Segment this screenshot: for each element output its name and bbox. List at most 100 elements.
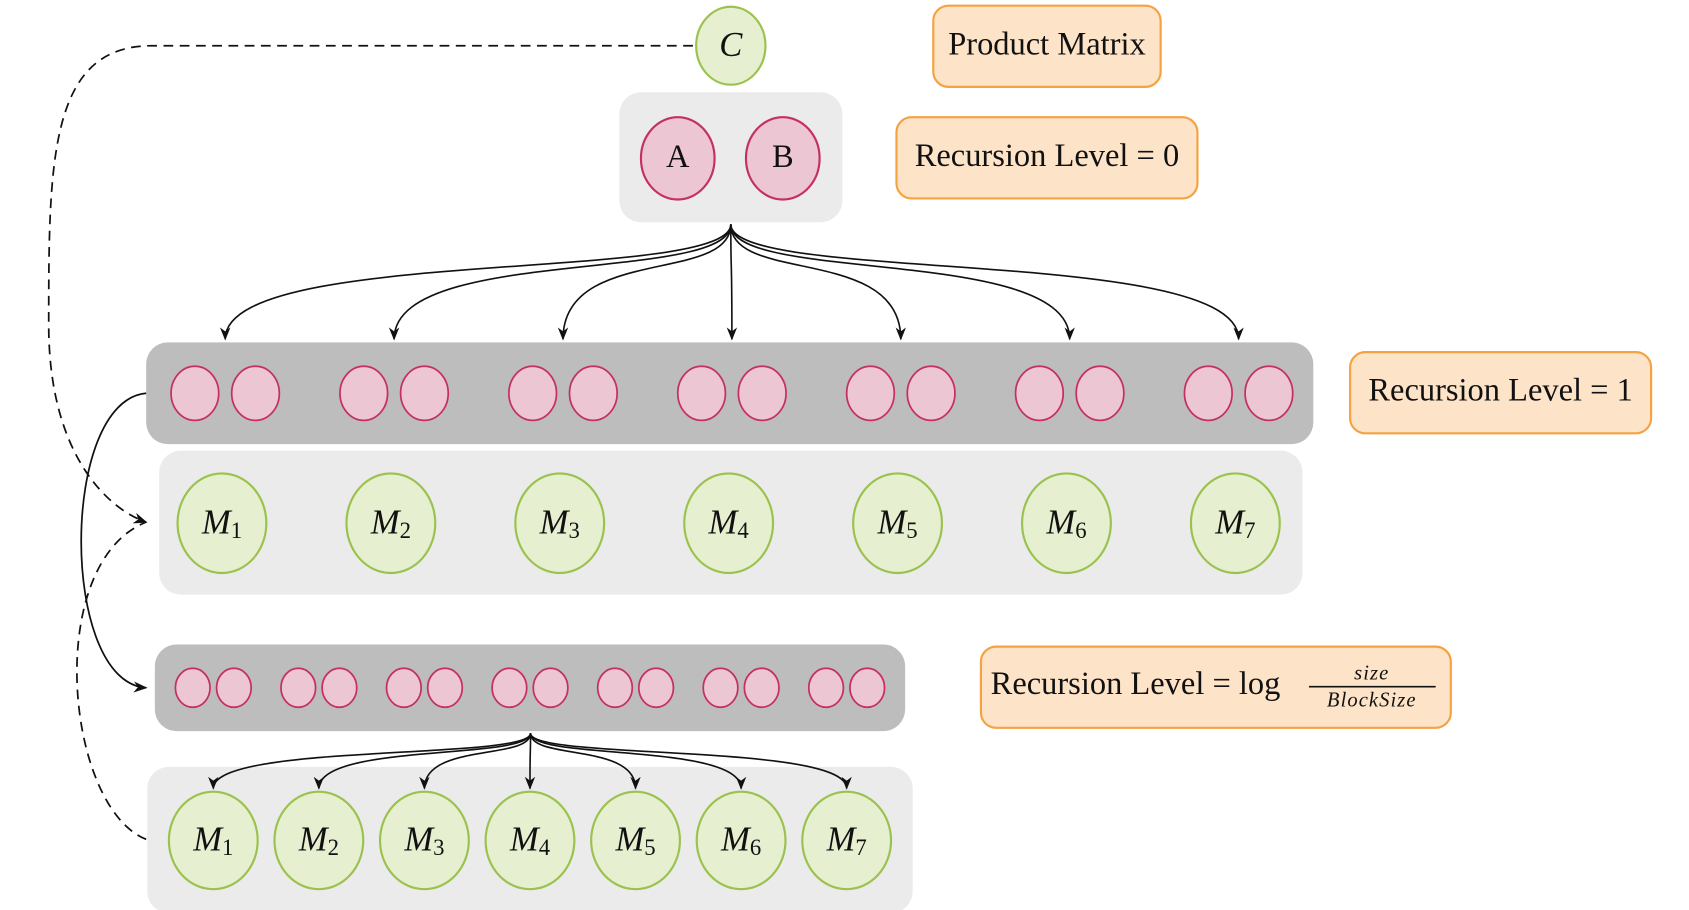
split-arrow — [208, 732, 532, 790]
product-label: M4 — [509, 821, 550, 861]
input-node — [744, 116, 821, 201]
split-arrow — [220, 224, 732, 341]
sub-matrix — [532, 667, 569, 709]
product-label: C — [719, 26, 743, 64]
label-box — [895, 116, 1199, 200]
level1-bar — [146, 342, 1314, 445]
product-label: M2 — [298, 821, 339, 861]
split-arrow — [529, 732, 747, 790]
product-base: M — [192, 821, 224, 859]
label-box — [979, 645, 1452, 729]
product-sub: 1 — [222, 835, 233, 860]
product-sub: 7 — [855, 835, 866, 860]
fraction-numerator: size — [1354, 663, 1389, 685]
split-arrow — [419, 733, 532, 790]
sub-matrix — [596, 667, 634, 709]
product-node — [683, 472, 775, 575]
product-base: M — [403, 821, 435, 859]
fraction-denominator: BlockSize — [1327, 690, 1417, 712]
product-node — [484, 790, 576, 891]
product-base: M — [509, 821, 541, 859]
sub-matrix — [507, 365, 558, 422]
product-base: M — [539, 503, 571, 541]
product-node — [176, 472, 268, 575]
product-sub: 4 — [737, 518, 748, 543]
product-sub: 1 — [231, 518, 242, 543]
sub-matrix — [702, 667, 739, 709]
sub-matrix — [737, 365, 787, 422]
product-label: M2 — [370, 503, 411, 543]
product-base: M — [298, 821, 330, 859]
recursion-arrow — [80, 392, 148, 693]
sub-matrix — [280, 667, 317, 709]
return-arrow — [47, 44, 693, 524]
product-sub: 3 — [433, 835, 444, 860]
level-log-label: Recursion Level = log — [991, 666, 1281, 702]
product-node — [695, 5, 767, 86]
sub-matrix — [743, 667, 780, 709]
product-node — [1020, 472, 1112, 575]
product-base: M — [826, 821, 858, 859]
product-sub: 3 — [568, 518, 579, 543]
sub-matrix — [321, 667, 358, 709]
sub-matrix — [676, 365, 727, 422]
product-sub: 4 — [539, 835, 550, 860]
product-label: M7 — [826, 821, 867, 861]
split-arrow — [524, 733, 536, 790]
product-node — [273, 790, 365, 891]
sub-matrix — [1244, 365, 1294, 422]
product-sub: 5 — [644, 835, 655, 860]
split-arrow — [730, 224, 906, 341]
product-node — [695, 790, 787, 891]
product-label: M5 — [876, 503, 917, 543]
split-arrow — [313, 732, 532, 790]
split-arrow — [726, 224, 738, 341]
level0-label: Recursion Level = 0 — [915, 138, 1179, 174]
product-node — [167, 790, 259, 891]
product-label: M6 — [720, 821, 761, 861]
product-base: M — [614, 821, 646, 859]
sub-matrix — [1183, 365, 1233, 422]
sub-matrix — [849, 667, 886, 709]
product-node — [514, 472, 606, 575]
product-label: M6 — [1045, 503, 1086, 543]
label-box — [1349, 351, 1653, 435]
product-node — [852, 472, 944, 575]
split-arrow — [730, 224, 1244, 341]
sub-matrix — [174, 667, 211, 709]
sub-matrix — [637, 667, 675, 709]
product-sub: 6 — [750, 835, 761, 860]
product-label: M5 — [614, 821, 655, 861]
sub-matrix — [1014, 365, 1065, 422]
sub-matrix — [215, 667, 253, 709]
product-label: M4 — [708, 503, 749, 543]
split-arrow — [529, 732, 852, 790]
product-sub: 2 — [400, 518, 411, 543]
product-node — [801, 790, 893, 891]
sub-matrix — [170, 365, 220, 422]
product-base: M — [876, 503, 908, 541]
product-sub: 5 — [906, 518, 917, 543]
product-label: M1 — [192, 821, 233, 861]
leaf-bar — [154, 644, 906, 732]
return-arrow — [76, 521, 147, 841]
product-base: M — [370, 503, 402, 541]
sub-matrix — [845, 365, 896, 422]
product-label: M7 — [1214, 503, 1255, 543]
product-matrix-label: Product Matrix — [948, 26, 1145, 62]
product-label: M3 — [539, 503, 580, 543]
sub-matrix — [491, 667, 528, 709]
sub-matrix — [568, 365, 619, 422]
product-sub: 6 — [1075, 518, 1086, 543]
sub-matrix — [385, 667, 423, 709]
sub-matrix — [807, 667, 845, 709]
sub-matrix — [426, 667, 464, 709]
product-sub: 7 — [1244, 518, 1255, 543]
label-box — [932, 4, 1162, 88]
sub-matrix — [399, 365, 450, 422]
product-label: M1 — [201, 503, 242, 543]
product-node — [590, 790, 682, 891]
sub-matrix — [339, 365, 389, 422]
